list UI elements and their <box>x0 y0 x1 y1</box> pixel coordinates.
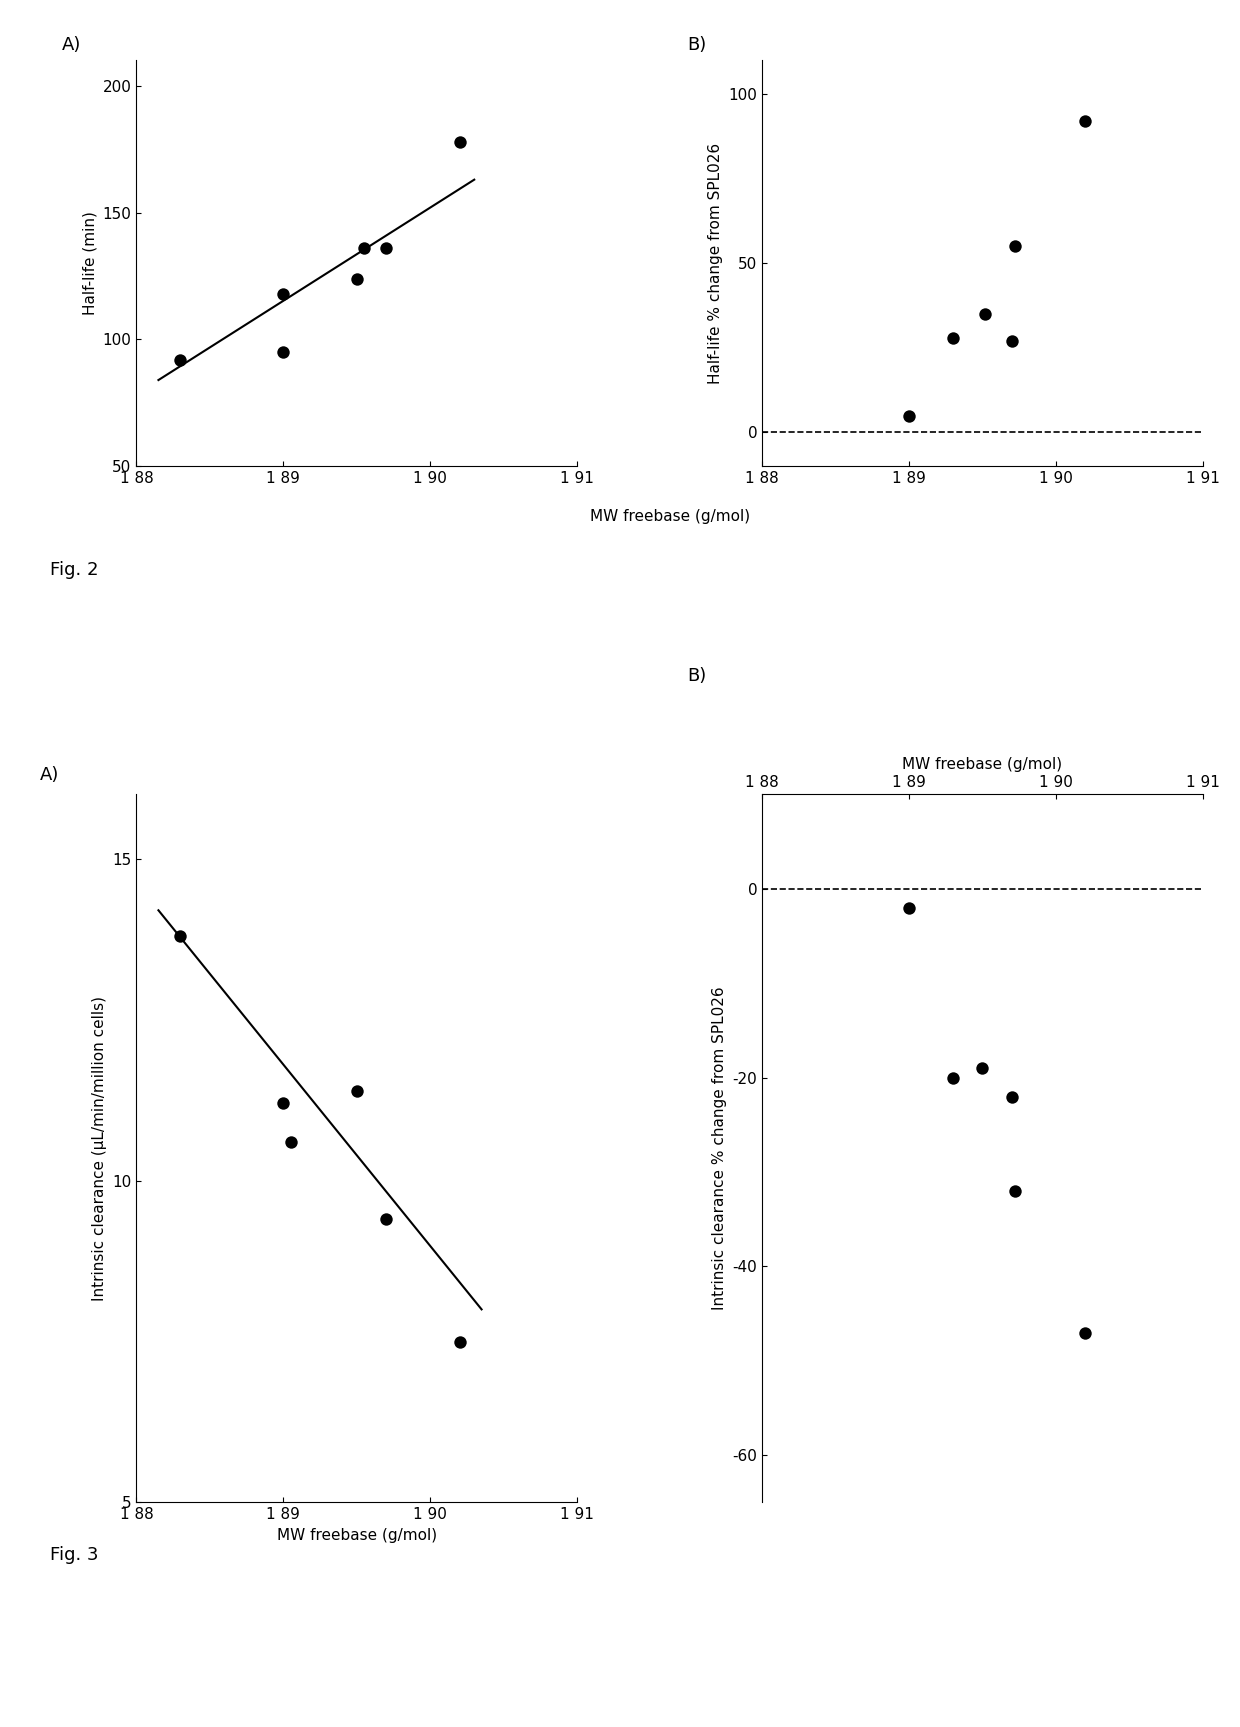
Point <box>1075 107 1095 135</box>
Text: B): B) <box>687 667 707 686</box>
Point <box>1002 328 1022 356</box>
Y-axis label: Half-life % change from SPL026: Half-life % change from SPL026 <box>708 143 723 383</box>
Text: A): A) <box>40 767 58 784</box>
Point <box>376 1205 396 1233</box>
X-axis label: MW freebase (g/mol): MW freebase (g/mol) <box>277 1528 436 1542</box>
Point <box>347 264 367 292</box>
Point <box>1004 1178 1024 1205</box>
Y-axis label: Intrinsic clearance (μL/min/million cells): Intrinsic clearance (μL/min/million cell… <box>92 996 107 1300</box>
Text: MW freebase (g/mol): MW freebase (g/mol) <box>589 509 750 525</box>
Point <box>1004 233 1024 261</box>
Y-axis label: Half-life (min): Half-life (min) <box>82 211 97 316</box>
Point <box>944 325 963 352</box>
Point <box>972 1055 992 1083</box>
Point <box>273 338 293 366</box>
Point <box>273 1090 293 1117</box>
Point <box>171 345 191 373</box>
Point <box>1075 1319 1095 1347</box>
Point <box>171 922 191 950</box>
Point <box>944 1064 963 1091</box>
Point <box>976 300 996 328</box>
X-axis label: MW freebase (g/mol): MW freebase (g/mol) <box>903 756 1063 772</box>
Text: Fig. 3: Fig. 3 <box>50 1546 98 1563</box>
Point <box>1002 1083 1022 1110</box>
Point <box>347 1076 367 1104</box>
Point <box>899 895 919 922</box>
Text: A): A) <box>62 36 81 54</box>
Point <box>899 402 919 430</box>
Text: B): B) <box>687 36 707 54</box>
Y-axis label: Intrinsic clearance % change from SPL026: Intrinsic clearance % change from SPL026 <box>712 986 727 1311</box>
Point <box>355 235 374 263</box>
Point <box>450 1328 470 1356</box>
Text: Fig. 2: Fig. 2 <box>50 561 98 579</box>
Point <box>273 280 293 307</box>
Point <box>280 1128 300 1155</box>
Point <box>376 235 396 263</box>
Point <box>450 128 470 155</box>
